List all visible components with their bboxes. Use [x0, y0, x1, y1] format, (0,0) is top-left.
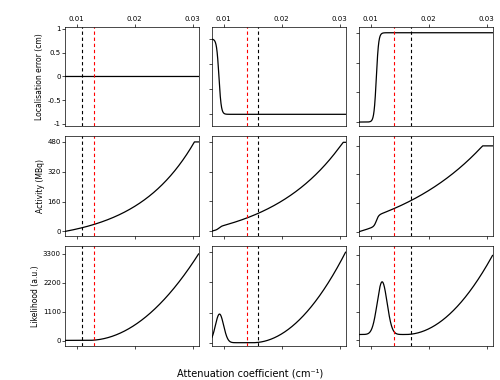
- Text: Attenuation coefficient (cm⁻¹): Attenuation coefficient (cm⁻¹): [177, 368, 323, 378]
- Y-axis label: Likelihood (a.u.): Likelihood (a.u.): [31, 265, 40, 327]
- Y-axis label: Activity (MBq): Activity (MBq): [36, 159, 44, 213]
- Y-axis label: Localisation error (cm): Localisation error (cm): [36, 33, 44, 120]
